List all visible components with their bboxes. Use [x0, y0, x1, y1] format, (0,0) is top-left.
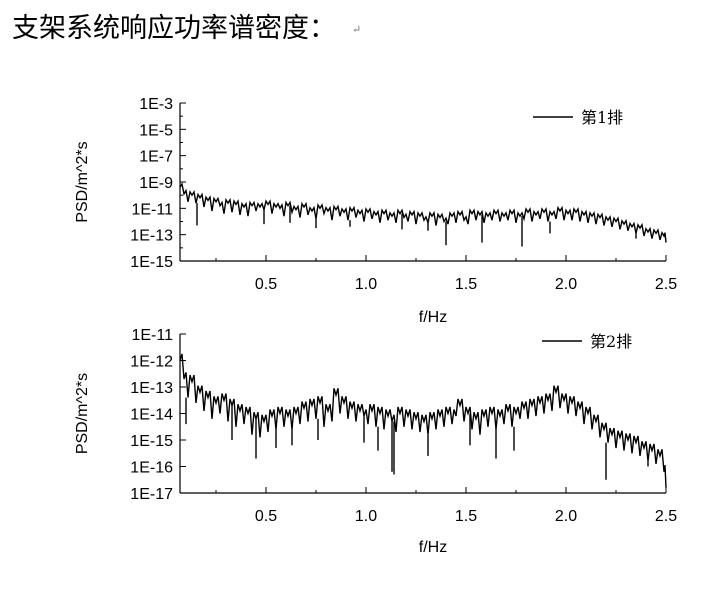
y-tick-label: 1E-13 [130, 228, 173, 245]
x-axis-title: f/Hz [419, 539, 447, 556]
y-tick-label: 1E-13 [130, 380, 173, 397]
x-tick-label: 2.5 [655, 276, 677, 293]
y-axis-title: PSD/m^2*s [74, 373, 91, 454]
document-heading: 支架系统响应功率谱密度： ↵ [12, 6, 361, 45]
legend-label: 第2排 [590, 332, 632, 351]
y-tick-label: 1E-16 [130, 460, 173, 477]
y-tick-label: 1E-12 [130, 354, 173, 371]
x-tick-label: 1.5 [455, 276, 477, 293]
y-tick-label: 1E-3 [139, 96, 173, 113]
y-tick-label: 1E-15 [130, 433, 173, 450]
y-tick-label: 1E-14 [130, 407, 173, 424]
x-tick-label: 2.0 [555, 276, 577, 293]
x-tick-label: 0.5 [255, 508, 277, 525]
y-tick-label: 1E-5 [139, 122, 173, 139]
y-tick-label: 1E-11 [131, 201, 173, 218]
psd-series-line [179, 182, 667, 243]
x-tick-label: 1.0 [355, 508, 377, 525]
paragraph-return-mark: ↵ [352, 23, 362, 36]
psd-chart-row-1: 1E-3 1E-5 1E-7 1E-9 1E-11 1E-13 1E-15 0.5 1.0 1.5… [74, 96, 677, 326]
x-axis-title: f/Hz [419, 309, 447, 326]
y-tick-label: 1E-7 [139, 149, 173, 166]
psd-series-line [179, 353, 667, 488]
x-tick-label: 0.5 [255, 276, 277, 293]
x-tick-label: 2.0 [555, 508, 577, 525]
heading-text: 支架系统响应功率谱密度： [12, 13, 336, 44]
psd-chart-row-2: 1E-11 1E-12 1E-13 1E-14 1E-15 1E-16 1E-17 0.5 1.… [74, 327, 677, 556]
x-tick-label: 1.5 [455, 508, 477, 525]
y-tick-label: 1E-11 [131, 327, 173, 344]
x-tick-label: 1.0 [355, 276, 377, 293]
y-tick-label: 1E-15 [130, 254, 173, 271]
y-axis-title: PSD/m^2*s [74, 141, 91, 222]
y-tick-label: 1E-17 [130, 486, 173, 503]
y-tick-label: 1E-9 [139, 175, 173, 192]
legend-label: 第1排 [581, 108, 623, 127]
x-tick-label: 2.5 [655, 508, 677, 525]
